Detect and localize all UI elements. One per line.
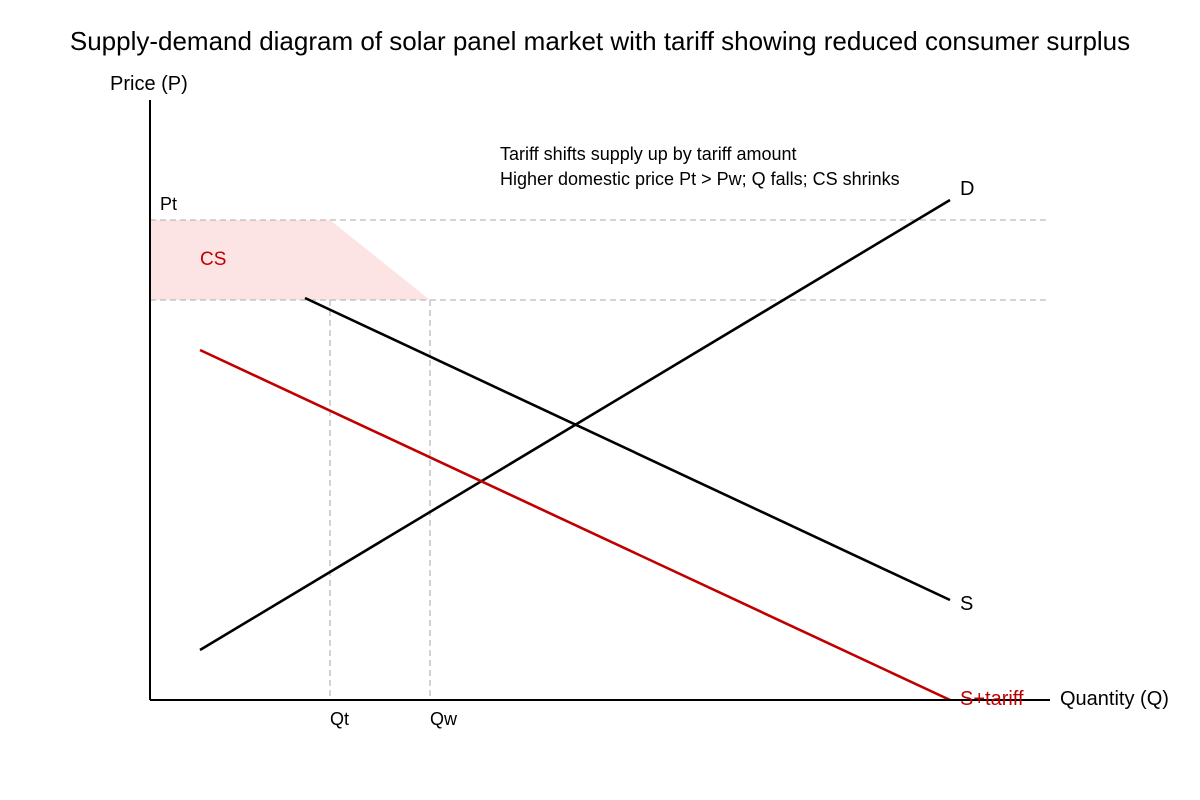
consumer-surplus-area (150, 220, 430, 300)
demand-curve-label: D (960, 178, 974, 200)
annotation-line-2: Higher domestic price Pt > Pw; Q falls; … (500, 169, 900, 189)
supply-curve-label: S (960, 593, 973, 615)
y-axis-title: Price (P) (110, 73, 188, 95)
qw-quantity-label: Qw (430, 709, 458, 729)
diagram-title: Supply-demand diagram of solar panel mar… (70, 26, 1130, 56)
supply-curve (304, 296, 951, 602)
consumer-surplus-label: CS (200, 249, 226, 270)
x-axis-title: Quantity (Q) (1060, 688, 1169, 710)
supply-plus-tariff-curve-label: S+tariff (960, 688, 1024, 710)
annotation-line-1: Tariff shifts supply up by tariff amount (500, 144, 796, 164)
pt-price-label: Pt (160, 194, 177, 214)
qt-quantity-label: Qt (330, 709, 349, 729)
supply-plus-tariff-curve (199, 348, 951, 702)
